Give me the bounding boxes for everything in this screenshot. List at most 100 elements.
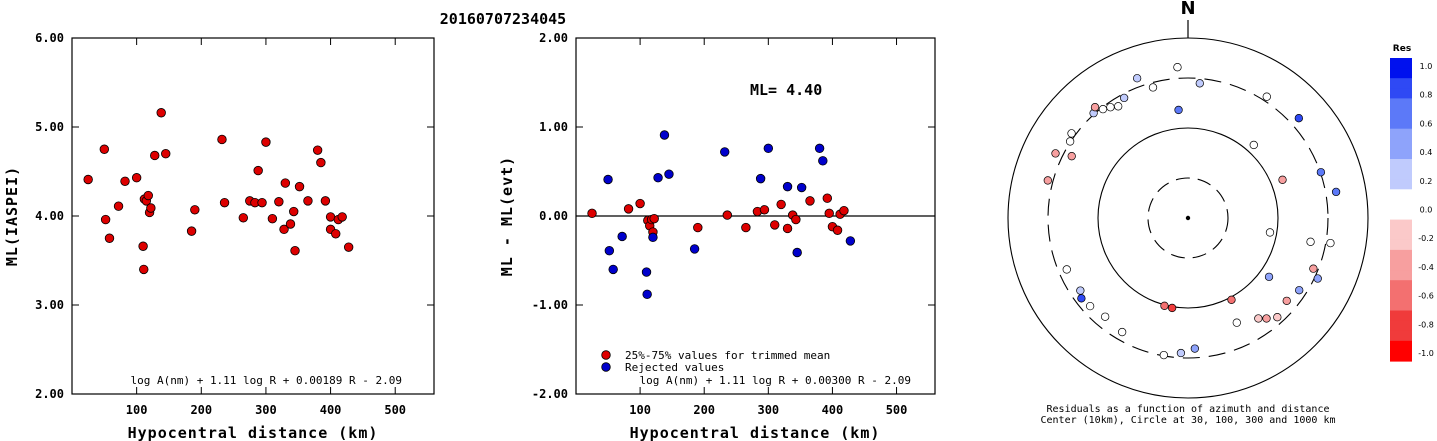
y-tick-label: -2.00 [532, 387, 568, 401]
left-data-points [83, 108, 354, 275]
trimmed-residual-point [587, 208, 597, 219]
ml-data-point [279, 224, 289, 235]
rejected-residual-point [796, 182, 807, 193]
rejected-residual-point [642, 289, 652, 300]
station-residual-marker [1262, 314, 1271, 323]
y-tick-label: 3.00 [35, 298, 64, 312]
ml-data-point [289, 206, 299, 217]
ml-data-point [285, 219, 296, 229]
legend-blue-marker [601, 362, 611, 372]
x-tick-label: 200 [190, 403, 212, 417]
x-tick-label: 300 [255, 403, 277, 417]
ml-data-point [138, 241, 148, 251]
station-residual-marker [1306, 237, 1315, 246]
rejected-residual-point [763, 143, 774, 154]
colorbar-cell [1390, 310, 1412, 322]
colorbar-cell [1390, 229, 1412, 241]
polar-caption-line1: Residuals as a function of azimuth and d… [1047, 404, 1330, 415]
ml-data-point [253, 165, 263, 176]
colorbar-cell [1390, 128, 1412, 140]
station-residual-marker [1067, 152, 1076, 161]
trimmed-residual-point [832, 225, 843, 235]
middle-data-points [587, 130, 856, 300]
colorbar-tick-label: -0.8 [1418, 320, 1434, 329]
ml-data-point [146, 203, 156, 213]
ml-data-point [156, 108, 166, 118]
station-residual-marker [1313, 274, 1322, 283]
colorbar-tick-label: 0.0 [1420, 206, 1433, 215]
polar-caption-line2: Center (10km), Circle at 30, 100, 300 an… [1040, 415, 1335, 426]
station-residual-marker [1278, 175, 1287, 184]
y-tick-label: 2.00 [35, 387, 64, 401]
rejected-residual-point [845, 236, 856, 246]
colorbar-cell [1390, 249, 1412, 261]
ml-data-point [290, 246, 300, 256]
colorbar-cell [1390, 189, 1412, 200]
ml-data-point [190, 205, 200, 215]
trimmed-residual-point [839, 205, 849, 216]
rejected-residual-point [664, 169, 674, 179]
colorbar-cell [1390, 260, 1412, 271]
rejected-residual-point [814, 143, 825, 154]
station-residual-marker [1273, 313, 1282, 322]
rejected-residual-point [720, 147, 730, 157]
ml-data-point [316, 157, 326, 168]
colorbar-cell [1390, 290, 1412, 301]
station-residual-marker [1176, 348, 1186, 358]
trimmed-residual-point [693, 222, 703, 233]
rejected-residual-point [604, 246, 615, 256]
colorbar-cell [1390, 169, 1412, 180]
ml-data-point [343, 242, 354, 252]
left-scatter-panel: 100 200 300 400 500 2.00 3.00 4.00 5.00 6.00 log … [3, 31, 435, 441]
rejected-residual-point [617, 231, 627, 242]
ml-data-point [143, 190, 153, 201]
station-residual-marker [1051, 149, 1060, 158]
middle-scatter-panel: 100 200 300 400 500 -2.00 -1.00 0.00 1.00 2.00 ML… [498, 31, 936, 441]
colorbar-cell [1390, 68, 1412, 79]
station-residual-marker [1076, 286, 1085, 295]
colorbar-tick-label: 0.6 [1420, 119, 1433, 128]
station-residual-marker [1249, 140, 1258, 150]
station-residual-marker [1062, 265, 1071, 274]
station-residual-marker [1106, 103, 1115, 112]
rejected-residual-point [782, 181, 793, 192]
station-residual-marker [1264, 272, 1274, 282]
middle-y-axis-label: ML - ML(evt) [498, 156, 516, 276]
x-tick-label: 300 [757, 403, 779, 417]
station-residual-marker [1067, 129, 1076, 138]
colorbar-cell [1390, 199, 1412, 211]
trimmed-residual-point [623, 204, 634, 214]
ring-300km [1047, 77, 1329, 359]
station-residual-marker [1043, 176, 1052, 185]
ml-data-point [261, 137, 271, 147]
y-tick-label: -1.00 [532, 298, 568, 312]
ml-data-point [312, 145, 323, 155]
colorbar-tick-label: 0.8 [1420, 91, 1433, 100]
trimmed-residual-point [722, 210, 732, 220]
trimmed-residual-point [649, 213, 659, 224]
ml-data-point [131, 173, 142, 183]
y-tick-label: 4.00 [35, 209, 64, 223]
trimmed-residual-point [741, 222, 751, 233]
north-label: N [1180, 0, 1195, 19]
trimmed-residual-point [824, 208, 834, 219]
ml-data-point [219, 197, 230, 208]
ml-data-point [217, 134, 227, 145]
colorbar-cell [1390, 138, 1412, 150]
ml-data-point [161, 148, 171, 159]
colorbar-cell [1390, 219, 1412, 231]
ml-data-point [113, 201, 124, 211]
ml-data-point [120, 176, 130, 186]
y-tick-label: 2.00 [539, 31, 568, 45]
x-tick-label: 400 [320, 403, 342, 417]
station-residual-marker [1254, 314, 1263, 323]
rejected-residual-point [659, 130, 670, 140]
station-residual-marker [1316, 168, 1326, 177]
x-tick-label: 500 [384, 403, 406, 417]
left-plot-frame [71, 37, 435, 395]
station-residual-marker [1173, 63, 1182, 72]
x-tick-label: 200 [693, 403, 715, 417]
ml-data-point [104, 233, 115, 243]
ring-100km [1097, 127, 1279, 309]
left-y-axis-label: ML(IASPEI) [3, 166, 21, 266]
